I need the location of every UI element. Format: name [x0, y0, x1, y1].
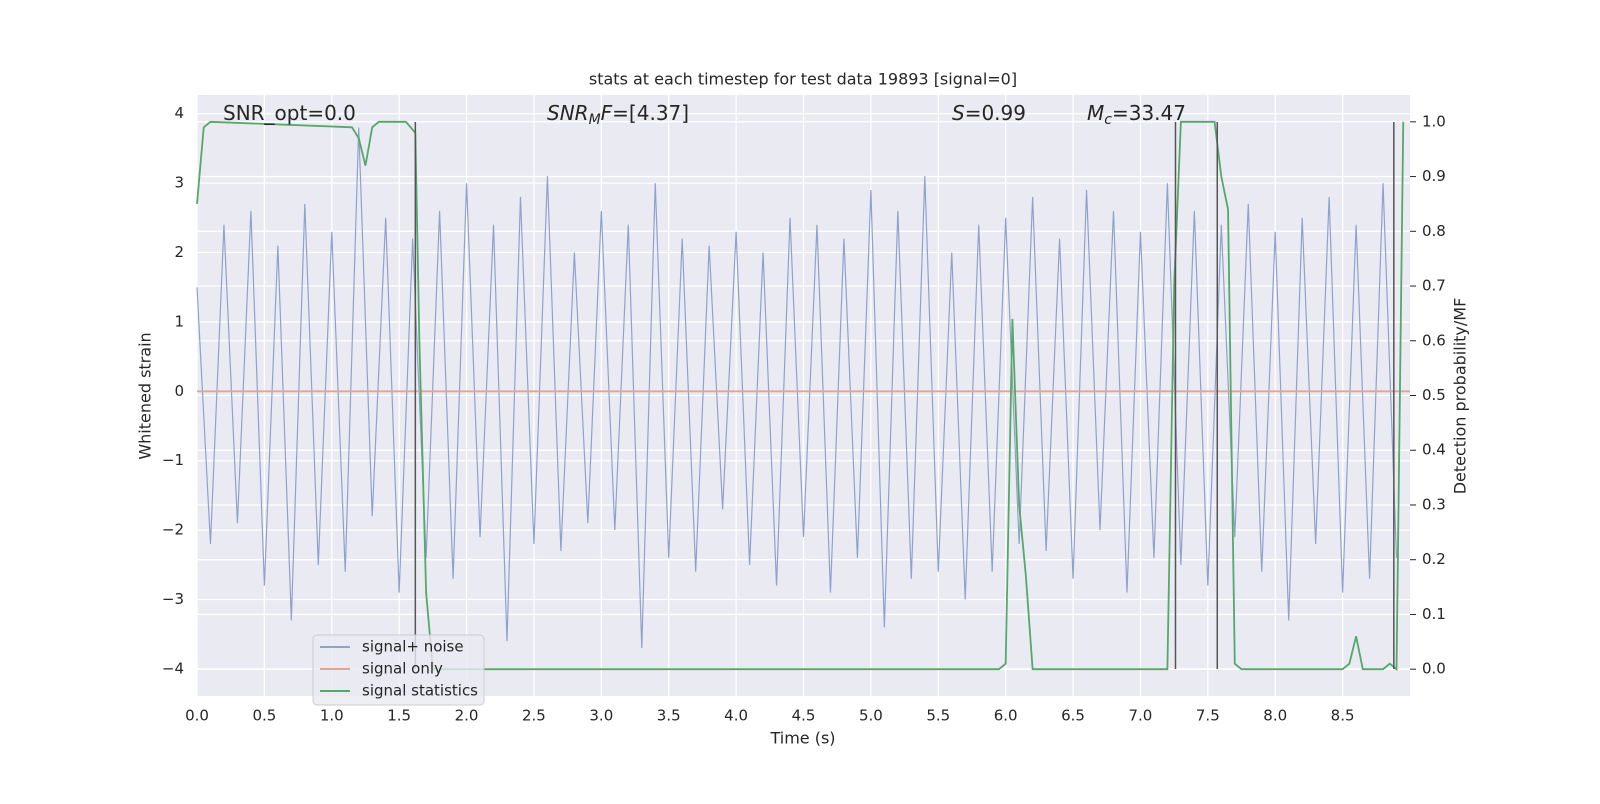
annotation: SNRMF=[4.37]	[547, 101, 689, 129]
annotation-part: SNR	[547, 101, 589, 125]
annotation-part: F	[601, 101, 613, 125]
legend-label: signal+ noise	[362, 638, 464, 656]
y-tick-label: −3	[162, 590, 184, 608]
x-tick-label: 7.0	[1129, 707, 1153, 725]
legend-box	[312, 634, 485, 706]
series-line	[196, 120, 1405, 672]
annotation-part: S	[952, 101, 965, 125]
y-axis-label: Whitened strain	[136, 332, 155, 459]
grid	[196, 95, 1410, 696]
annotation-part: =0.99	[965, 101, 1026, 125]
x-tick-label: 5.0	[859, 707, 883, 725]
y2-tick-label: 0.9	[1422, 167, 1446, 185]
x-tick-label: 6.5	[1061, 707, 1085, 725]
y2-tick-label: 0.3	[1422, 495, 1446, 513]
x-axis-label: Time (s)	[769, 729, 835, 748]
x-tick-label: 8.0	[1263, 707, 1287, 725]
y2-tick-label: 0.6	[1422, 331, 1446, 349]
x-tick-label: 3.5	[657, 707, 681, 725]
x-tick-label: 7.5	[1196, 707, 1220, 725]
y-tick-label: −4	[162, 659, 184, 677]
series-line	[196, 127, 1398, 649]
annotation-part: M	[1087, 101, 1104, 125]
annotation-part: c	[1104, 112, 1112, 128]
y-tick-label: 0	[174, 382, 184, 400]
x-tick-label: 6.0	[994, 707, 1018, 725]
y-tick-label: 4	[174, 104, 184, 122]
annotation: Mc=33.47	[1087, 101, 1186, 129]
annotation: SNR_opt=0.0	[223, 101, 356, 125]
x-tick-label: 4.0	[724, 707, 748, 725]
y-tick-label: −2	[162, 521, 184, 539]
x-tick-label: 3.0	[589, 707, 613, 725]
chart-title: stats at each timestep for test data 198…	[589, 70, 1017, 89]
annotation-part: =33.47	[1112, 101, 1186, 125]
legend: signal+ noise signal only signal statistic…	[312, 634, 485, 706]
x-tick-label: 1.0	[320, 707, 344, 725]
annotation-part: =[4.37]	[612, 101, 689, 125]
x-tick-label: 5.5	[926, 707, 950, 725]
x-tick-label: 4.5	[792, 707, 816, 725]
legend-label: signal only	[362, 660, 443, 678]
x-tick-label: 2.0	[455, 707, 479, 725]
y2-tick-label: 0.8	[1422, 222, 1446, 240]
y2-tick-label: 0.4	[1422, 441, 1446, 459]
annotation-part: M	[589, 112, 601, 128]
y-tick-label: −1	[162, 451, 184, 469]
y2-tick-label: 0.1	[1422, 605, 1446, 623]
y2-tick-label: 0.7	[1422, 277, 1446, 295]
y-tick-label: 1	[174, 312, 184, 330]
y2-tick-label: 0.0	[1422, 660, 1446, 678]
annotation-part: SNR_opt=0.0	[223, 101, 356, 125]
y-tick-label: 2	[174, 243, 184, 261]
x-tick-label: 0.5	[252, 707, 276, 725]
y2-tick-label: 1.0	[1422, 112, 1446, 130]
x-tick-label: 1.5	[387, 707, 411, 725]
annotation: S=0.99	[952, 101, 1026, 125]
x-tick-label: 0.0	[185, 707, 209, 725]
y2-tick-label: 0.2	[1422, 550, 1446, 568]
x-tick-label: 8.5	[1331, 707, 1355, 725]
x-tick-label: 2.5	[522, 707, 546, 725]
y-tick-label: 3	[174, 174, 184, 192]
legend-label: signal statistics	[362, 682, 478, 700]
y2-tick-label: 0.5	[1422, 386, 1446, 404]
y2-axis-label: Detection probability/MF	[1451, 298, 1470, 495]
